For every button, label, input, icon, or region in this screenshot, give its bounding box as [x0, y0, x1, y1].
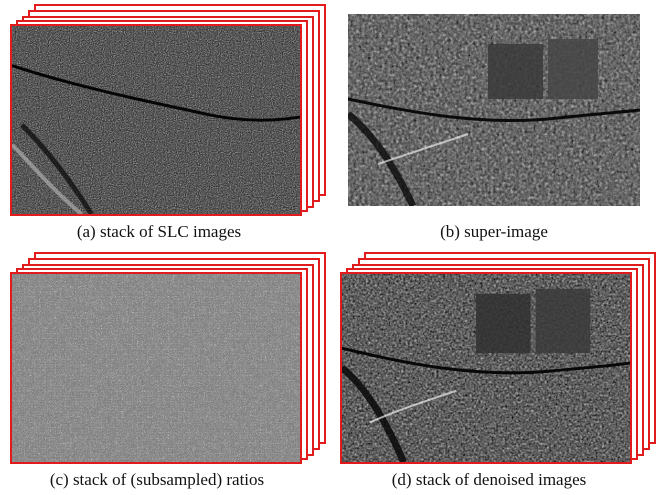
- caption-c: (c) stack of (subsampled) ratios: [49, 470, 265, 489]
- caption-a: (a) stack of SLC images: [76, 222, 242, 241]
- caption-d: (d) stack of denoised images: [391, 470, 587, 489]
- super-image-render: [348, 14, 640, 206]
- ratio-image-front: [10, 272, 302, 464]
- super-image: [348, 14, 640, 206]
- caption-b: (b) super-image: [440, 222, 548, 241]
- denoised-image-front: [340, 272, 632, 464]
- slc-image-front: [10, 24, 302, 216]
- denoised-image-render: [342, 274, 630, 462]
- slc-speckle-image: [12, 26, 300, 214]
- ratio-noise-image: [12, 274, 300, 462]
